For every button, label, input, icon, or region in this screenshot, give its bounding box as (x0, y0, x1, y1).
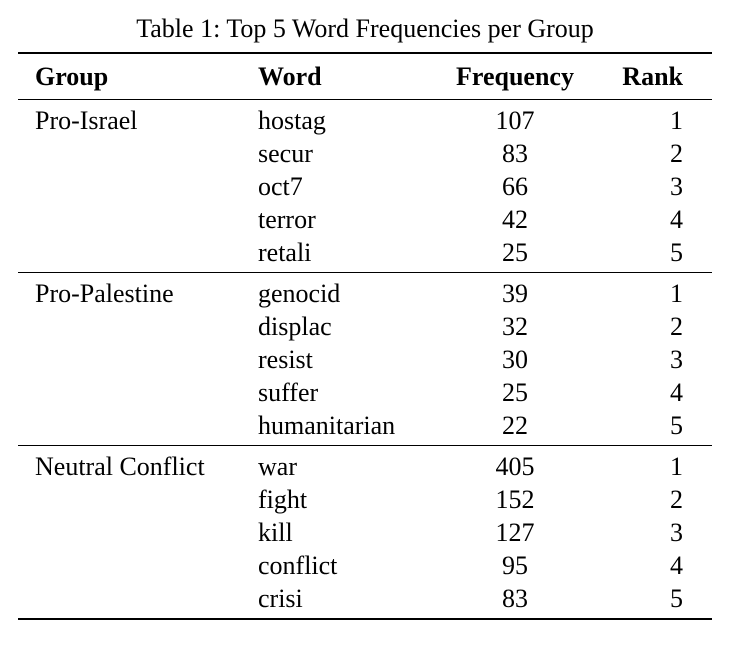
table-row: displac 32 2 (18, 310, 712, 343)
frequency-cell: 83 (502, 584, 528, 613)
table-row: conflict 95 4 (18, 549, 712, 582)
rank-cell: 2 (670, 139, 683, 168)
rank-cell: 5 (670, 238, 683, 267)
frequency-cell: 95 (502, 551, 528, 580)
rank-cell: 4 (670, 551, 683, 580)
frequency-cell: 127 (495, 518, 535, 547)
table-row: Neutral Conflict war 405 1 (18, 446, 712, 484)
word-cell: terror (258, 205, 316, 234)
word-cell: conflict (258, 551, 338, 580)
frequency-cell: 83 (502, 139, 528, 168)
column-header-group: Group (35, 61, 109, 91)
frequency-cell: 25 (502, 378, 528, 407)
word-cell: crisi (258, 584, 303, 613)
frequency-cell: 42 (502, 205, 528, 234)
word-cell: secur (258, 139, 313, 168)
frequency-cell: 32 (502, 312, 528, 341)
table-row: Pro-Palestine genocid 39 1 (18, 273, 712, 311)
table-row: retali 25 5 (18, 236, 712, 273)
table-row: humanitarian 22 5 (18, 409, 712, 446)
group-section-pro-israel: Pro-Israel hostag 107 1 secur 83 2 oct7 … (18, 100, 712, 273)
word-cell: war (258, 452, 297, 481)
word-cell: suffer (258, 378, 319, 407)
frequency-cell: 152 (495, 485, 535, 514)
frequency-cell: 22 (502, 411, 528, 440)
column-header-rank: Rank (622, 61, 683, 91)
table-header-row: Group Word Frequency Rank (18, 53, 712, 100)
table-row: oct7 66 3 (18, 170, 712, 203)
word-cell: oct7 (258, 172, 303, 201)
table-row: kill 127 3 (18, 516, 712, 549)
frequency-table: Group Word Frequency Rank Pro-Israel hos… (18, 52, 712, 620)
frequency-cell: 39 (502, 279, 528, 308)
word-cell: retali (258, 238, 312, 267)
caption-title: Top 5 Word Frequencies per Group (226, 14, 594, 43)
rank-cell: 3 (670, 172, 683, 201)
group-section-pro-palestine: Pro-Palestine genocid 39 1 displac 32 2 … (18, 273, 712, 446)
caption-label: Table 1: (136, 14, 221, 43)
word-cell: resist (258, 345, 313, 374)
table-row: crisi 83 5 (18, 582, 712, 619)
rank-cell: 5 (670, 411, 683, 440)
table-header: Group Word Frequency Rank (18, 53, 712, 100)
frequency-cell: 30 (502, 345, 528, 374)
rank-cell: 3 (670, 518, 683, 547)
group-name-cell: Neutral Conflict (35, 452, 205, 481)
group-name-cell: Pro-Israel (35, 106, 138, 135)
frequency-cell: 107 (495, 106, 535, 135)
rank-cell: 4 (670, 378, 683, 407)
table-row: secur 83 2 (18, 137, 712, 170)
table-row: Pro-Israel hostag 107 1 (18, 100, 712, 138)
word-cell: displac (258, 312, 332, 341)
word-cell: humanitarian (258, 411, 396, 440)
column-header-frequency: Frequency (456, 61, 574, 91)
word-cell: hostag (258, 106, 326, 135)
column-header-word: Word (258, 61, 322, 91)
rank-cell: 2 (670, 485, 683, 514)
table-row: resist 30 3 (18, 343, 712, 376)
table-row: suffer 25 4 (18, 376, 712, 409)
rank-cell: 5 (670, 584, 683, 613)
frequency-cell: 66 (502, 172, 528, 201)
frequency-cell: 405 (495, 452, 535, 481)
group-name-cell: Pro-Palestine (35, 279, 174, 308)
rank-cell: 3 (670, 345, 683, 374)
table-row: terror 42 4 (18, 203, 712, 236)
word-cell: kill (258, 518, 293, 547)
frequency-cell: 25 (502, 238, 528, 267)
rank-cell: 1 (670, 452, 683, 481)
table-row: fight 152 2 (18, 483, 712, 516)
table-caption: Table 1: Top 5 Word Frequencies per Grou… (0, 0, 730, 52)
rank-cell: 4 (670, 205, 683, 234)
group-section-neutral-conflict: Neutral Conflict war 405 1 fight 152 2 k… (18, 446, 712, 619)
word-cell: fight (258, 485, 308, 514)
rank-cell: 1 (670, 279, 683, 308)
word-cell: genocid (258, 279, 341, 308)
rank-cell: 1 (670, 106, 683, 135)
rank-cell: 2 (670, 312, 683, 341)
